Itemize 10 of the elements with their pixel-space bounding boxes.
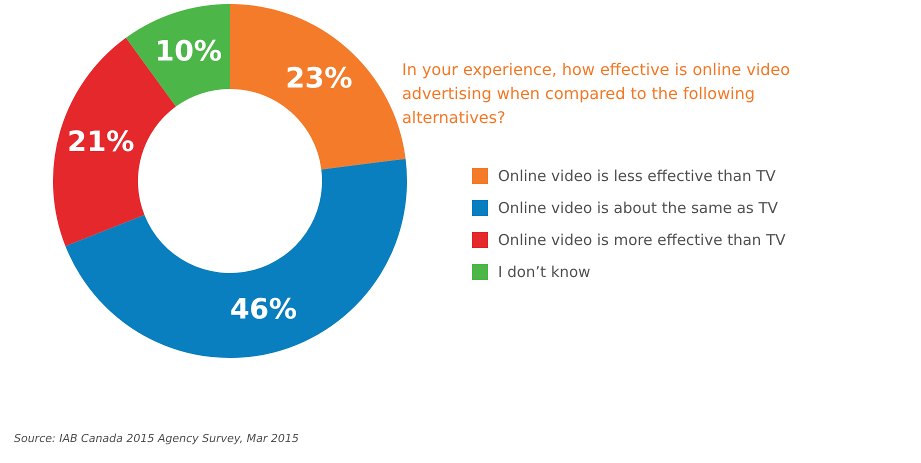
- legend-label: Online video is about the same as TV: [498, 199, 778, 217]
- legend-label: Online video is more effective than TV: [498, 231, 786, 249]
- source-note: Source: IAB Canada 2015 Agency Survey, Mar 2015: [14, 432, 299, 445]
- text: In your experience, how effective is online video advertising when compared to the following alternatives?: [402, 59, 792, 129]
- data-label: 10%: [154, 34, 222, 68]
- data-label: 21%: [67, 124, 134, 158]
- legend-label: I don’t know: [498, 263, 590, 281]
- data-label: 46%: [230, 292, 297, 326]
- data-label: 23%: [285, 61, 352, 94]
- legend-label: Online video is less effective than TV: [498, 167, 776, 185]
